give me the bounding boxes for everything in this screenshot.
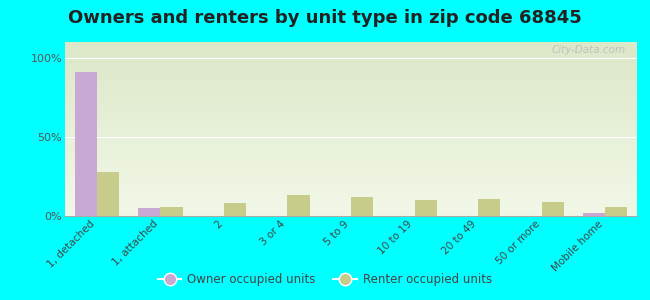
Bar — [583, 213, 605, 216]
Text: City-Data.com: City-Data.com — [551, 46, 625, 56]
Bar — [97, 172, 119, 216]
Bar — [224, 203, 246, 216]
Bar — [287, 195, 309, 216]
Bar — [415, 200, 437, 216]
Bar — [351, 197, 373, 216]
Bar — [75, 72, 97, 216]
Bar — [138, 208, 161, 216]
Text: Owners and renters by unit type in zip code 68845: Owners and renters by unit type in zip c… — [68, 9, 582, 27]
Bar — [605, 206, 627, 216]
Bar — [478, 199, 500, 216]
Bar — [161, 206, 183, 216]
Bar — [541, 202, 564, 216]
Legend: Owner occupied units, Renter occupied units: Owner occupied units, Renter occupied un… — [153, 269, 497, 291]
